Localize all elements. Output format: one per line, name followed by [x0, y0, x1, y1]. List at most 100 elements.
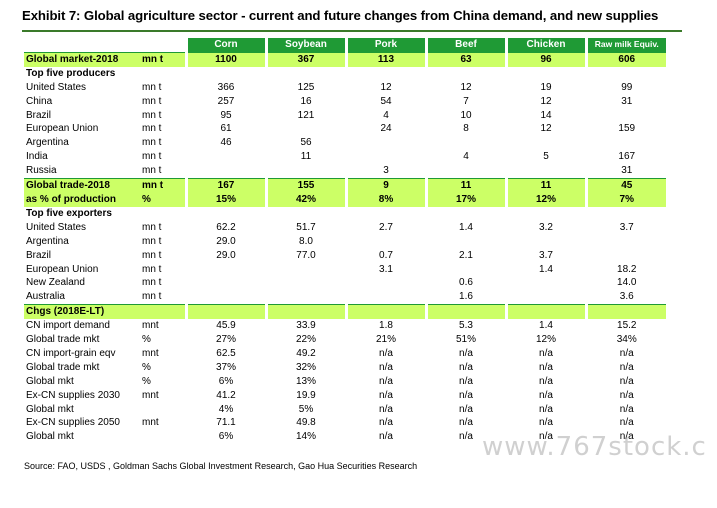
- cell-soybean: 16: [264, 94, 346, 109]
- table-row: Chgs (2018E-LT): [24, 304, 666, 320]
- data-table: Corn Soybean Pork Beef Chicken Raw milk …: [24, 38, 666, 445]
- cell-chicken: [504, 276, 586, 291]
- cell-pork: 24: [344, 122, 426, 137]
- cell-soybean: 22%: [264, 333, 346, 347]
- cell-pork: 2.7: [344, 220, 426, 235]
- cell-beef: [424, 206, 506, 221]
- cell-beef: 17%: [424, 192, 506, 207]
- cell-corn: [184, 66, 266, 81]
- table-row: United States mn t 62.2 51.7 2.7 1.4 3.2 3.7: [24, 220, 666, 235]
- cell-raw-milk: n/a: [584, 402, 666, 417]
- cell-raw-milk: 159: [584, 122, 666, 137]
- row-label: Chgs (2018E-LT): [24, 304, 142, 320]
- cell-beef: [424, 136, 506, 151]
- cell-pork: [344, 66, 426, 81]
- row-label: United States: [26, 221, 87, 233]
- cell-beef: 1.6: [424, 290, 506, 305]
- cell-corn: 46: [184, 136, 266, 151]
- cell-soybean: [264, 66, 346, 81]
- cell-raw-milk: 606: [584, 51, 666, 67]
- cell-beef: [424, 234, 506, 249]
- cell-corn: 15%: [184, 192, 266, 207]
- cell-chicken: [504, 136, 586, 151]
- cell-pork: [344, 234, 426, 249]
- cell-beef: 0.6: [424, 276, 506, 291]
- cell-corn: 1100: [184, 51, 266, 67]
- row-unit: mn t: [142, 151, 162, 163]
- cell-corn: [184, 276, 266, 291]
- row-unit: mn t: [142, 249, 162, 261]
- cell-corn: 41.2: [184, 388, 266, 403]
- cell-corn: 61: [184, 122, 266, 137]
- cell-raw-milk: 15.2: [584, 319, 666, 334]
- table-row: Ex-CN supplies 2030 mnt 41.2 19.9 n/a n/a n/a n…: [24, 388, 666, 403]
- cell-beef: 12: [424, 80, 506, 95]
- cell-pork: [344, 136, 426, 151]
- cell-pork: n/a: [344, 430, 426, 445]
- cell-soybean: [264, 262, 346, 277]
- cell-soybean: 14%: [264, 430, 346, 445]
- header-blank-unit: [142, 38, 186, 52]
- cell-corn: [184, 290, 266, 305]
- row-unit: mnt: [142, 320, 159, 332]
- cell-pork: [344, 276, 426, 291]
- cell-chicken: n/a: [504, 388, 586, 403]
- source-note: Source: FAO, USDS , Goldman Sachs Global…: [24, 461, 418, 471]
- cell-beef: 5.3: [424, 319, 506, 334]
- row-unit: mnt: [142, 417, 159, 429]
- row-label: Global mkt: [26, 375, 74, 387]
- row-unit: %: [142, 334, 151, 346]
- cell-chicken: 19: [504, 80, 586, 95]
- header-row: Corn Soybean Pork Beef Chicken Raw milk …: [24, 38, 666, 53]
- cell-raw-milk: 99: [584, 80, 666, 95]
- cell-corn: 45.9: [184, 319, 266, 334]
- table-row: New Zealand mn t 0.6 14.0: [24, 276, 666, 291]
- row-label: CN import-grain eqv: [26, 347, 116, 359]
- cell-soybean: 49.8: [264, 416, 346, 431]
- row-unit: [142, 430, 186, 444]
- row-unit: %: [142, 192, 186, 207]
- table-row: CN import-grain eqv mnt 62.5 49.2 n/a n/a n/a n…: [24, 346, 666, 361]
- cell-corn: 29.0: [184, 234, 266, 249]
- row-unit: [142, 304, 186, 320]
- cell-pork: n/a: [344, 402, 426, 417]
- row-unit: mn t: [142, 291, 162, 303]
- cell-pork: n/a: [344, 388, 426, 403]
- cell-soybean: 56: [264, 136, 346, 151]
- cell-corn: 62.2: [184, 220, 266, 235]
- cell-chicken: 12: [504, 122, 586, 137]
- cell-soybean: 77.0: [264, 248, 346, 263]
- cell-raw-milk: n/a: [584, 388, 666, 403]
- cell-pork: n/a: [344, 346, 426, 361]
- row-label: Russia: [26, 165, 57, 177]
- cell-corn: 366: [184, 80, 266, 95]
- cell-chicken: n/a: [504, 402, 586, 417]
- cell-pork: 3: [344, 164, 426, 179]
- cell-beef: [424, 262, 506, 277]
- cell-raw-milk: 31: [584, 164, 666, 179]
- cell-raw-milk: 45: [584, 178, 666, 193]
- table-row: Global trade-2018 mn t 167 155 9 11 11 45: [24, 178, 666, 193]
- cell-beef: n/a: [424, 430, 506, 445]
- row-unit: %: [142, 361, 151, 373]
- cell-chicken: 12%: [504, 192, 586, 207]
- row-unit: mn t: [142, 277, 162, 289]
- cell-beef: 63: [424, 51, 506, 67]
- cell-soybean: 32%: [264, 360, 346, 375]
- row-label: Argentina: [26, 235, 69, 247]
- cell-raw-milk: 7%: [584, 192, 666, 207]
- cell-chicken: [504, 164, 586, 179]
- cell-pork: 21%: [344, 333, 426, 347]
- cell-beef: n/a: [424, 360, 506, 375]
- row-unit: [142, 207, 186, 221]
- cell-chicken: n/a: [504, 346, 586, 361]
- cell-soybean: 51.7: [264, 220, 346, 235]
- row-label: Global market-2018: [24, 51, 142, 67]
- cell-corn: 71.1: [184, 416, 266, 431]
- row-label: Ex-CN supplies 2050: [26, 417, 120, 429]
- cell-raw-milk: n/a: [584, 416, 666, 431]
- row-unit: [142, 403, 186, 417]
- row-unit: mn t: [142, 263, 162, 275]
- cell-raw-milk: 34%: [584, 333, 666, 347]
- row-unit: [142, 67, 186, 81]
